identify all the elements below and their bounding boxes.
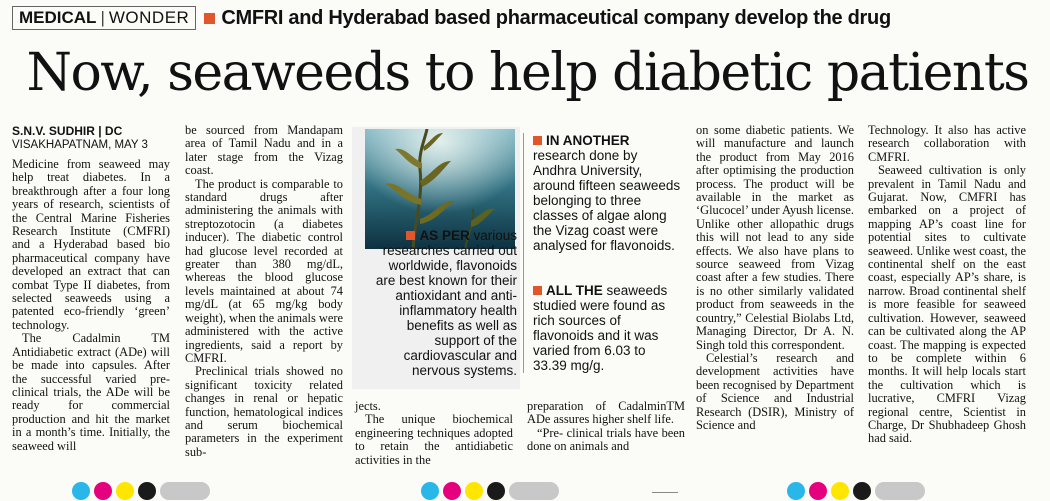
paragraph: The Cadalmin TM Antidiabetic extract (AD…	[12, 331, 170, 453]
column-6: Technology. It also has active research …	[868, 123, 1026, 446]
kicker-text: CMFRI and Hyderabad based pharmaceutical…	[221, 6, 891, 29]
yellow-dot-icon	[465, 482, 483, 500]
paragraph: Preclinical trials showed no significant…	[185, 364, 343, 459]
pull-quote-3: ALL THE seaweeds studied were found as r…	[533, 283, 683, 373]
cyan-dot-icon	[787, 482, 805, 500]
pull-quote-1-text: various researches carried out worldwide…	[375, 228, 517, 378]
color-registration-marks	[787, 482, 925, 500]
paragraph: Technology. It also has active research …	[868, 123, 1026, 164]
yellow-dot-icon	[116, 482, 134, 500]
column-1: S.N.V. SUDHIR | DC VISAKHAPATNAM, MAY 3 …	[12, 124, 170, 453]
column-2: be sourced from Mandapam area of Tamil N…	[185, 123, 343, 459]
paragraph: Medicine from seaweed may help treat dia…	[12, 157, 170, 332]
paragraph: be sourced from Mandapam area of Tamil N…	[185, 123, 343, 178]
grey-bar-icon	[875, 482, 925, 500]
orange-square-bullet-icon	[406, 231, 416, 240]
orange-square-bullet-icon	[533, 136, 542, 145]
section-tag-medical: MEDICAL	[19, 8, 97, 27]
pull-quote-2: IN ANOTHER research done by Andhra Unive…	[533, 133, 683, 253]
black-dot-icon	[853, 482, 871, 500]
byline-author: S.N.V. SUDHIR | DC	[12, 124, 123, 138]
column-5: on some diabetic patients. We will manuf…	[696, 123, 854, 432]
magenta-dot-icon	[94, 482, 112, 500]
paragraph: The product is comparable to standard dr…	[185, 176, 343, 365]
yellow-dot-icon	[831, 482, 849, 500]
orange-square-bullet-icon	[204, 12, 216, 24]
color-registration-marks	[72, 482, 210, 500]
column-3-bottom: jects. The unique biochemical engineerin…	[355, 399, 513, 467]
cyan-dot-icon	[421, 482, 439, 500]
magenta-dot-icon	[809, 482, 827, 500]
column-4-bottom: preparation of CadalminTM ADe assures hi…	[527, 399, 685, 454]
color-registration-marks	[421, 482, 559, 500]
pull-quote-1-lead: AS PER	[419, 228, 470, 243]
black-dot-icon	[138, 482, 156, 500]
paragraph: “Pre- clinical trials have been done on …	[527, 425, 685, 454]
pull-quote-1: AS PER various researches carried out wo…	[367, 228, 517, 378]
magenta-dot-icon	[443, 482, 461, 500]
section-tag-wonder: WONDER	[108, 8, 190, 27]
paragraph: jects.	[355, 399, 381, 413]
section-tag: MEDICAL | WONDER	[12, 6, 197, 30]
black-dot-icon	[487, 482, 505, 500]
paragraph: Celestial’s research and development act…	[696, 350, 854, 432]
section-tag-divider: |	[100, 8, 105, 27]
byline-dateline: VISAKHAPATNAM, MAY 3	[12, 139, 148, 151]
pull-quote-3-text: seaweeds studied were found as rich sour…	[533, 283, 668, 373]
orange-square-bullet-icon	[533, 286, 542, 295]
paragraph: The unique biochemical engineering techn…	[355, 412, 513, 467]
column-divider	[523, 133, 524, 373]
crop-mark-icon	[652, 492, 678, 493]
pull-quote-3-lead: ALL THE	[546, 283, 603, 298]
pull-quote-2-text: research done by Andhra University, arou…	[533, 148, 681, 253]
grey-bar-icon	[160, 482, 210, 500]
paragraph: on some diabetic patients. We will manuf…	[696, 123, 854, 352]
grey-bar-icon	[509, 482, 559, 500]
paragraph: Seaweed cultivation is only prevalent in…	[868, 163, 1026, 446]
kicker-line: MEDICAL | WONDER CMFRI and Hyderabad based…	[12, 6, 891, 30]
paragraph: preparation of CadalminTM ADe assures hi…	[527, 399, 685, 427]
pull-quote-2-lead: IN ANOTHER	[546, 133, 630, 148]
headline: Now, seaweeds to help diabetic patients	[26, 43, 1031, 103]
seaweed-photo	[365, 129, 515, 249]
cyan-dot-icon	[72, 482, 90, 500]
